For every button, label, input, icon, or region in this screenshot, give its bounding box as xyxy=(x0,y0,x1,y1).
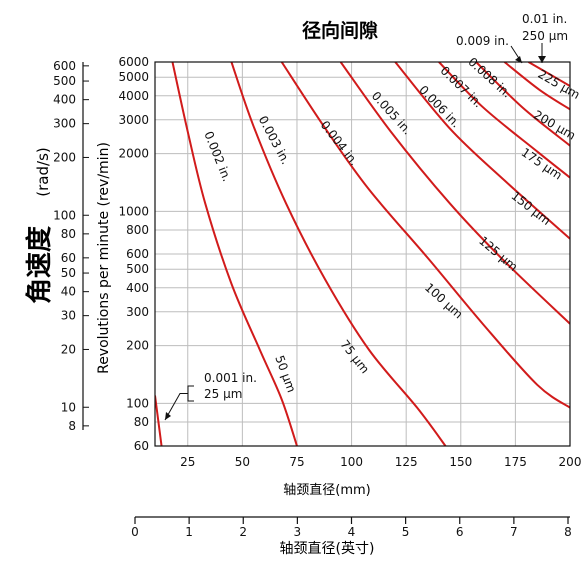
ann-001-um: 25 μm xyxy=(204,387,242,401)
clearance-curve-3 xyxy=(280,62,570,409)
curve-label-um-8: 225 μm xyxy=(535,67,582,102)
annotation-0009: 0.009 in. xyxy=(456,34,523,64)
y-rpm-tick-label: 1000 xyxy=(118,204,149,218)
ann-010-um: 250 μm xyxy=(522,29,568,43)
x-mm-tick-label: 100 xyxy=(340,455,363,469)
x-in-tick-label: 5 xyxy=(402,525,410,539)
clearance-curve-4 xyxy=(339,62,570,325)
y-rad-tick-label: 500 xyxy=(53,74,76,88)
x-mm-tick-label: 175 xyxy=(504,455,527,469)
x-mm-tick-label: 200 xyxy=(559,455,582,469)
curve-label-in-1: 0.002 in. xyxy=(201,129,234,183)
x-mm-tick-label: 150 xyxy=(449,455,472,469)
curve-label-um-6: 175 μm xyxy=(519,145,565,182)
y-rad-tick-label: 10 xyxy=(61,400,76,414)
x-in-tick-label: 4 xyxy=(348,525,356,539)
y-rad-tick-label: 200 xyxy=(53,150,76,164)
curve-label-um-7: 200 μm xyxy=(531,108,578,143)
clearance-curve-8 xyxy=(503,62,570,111)
x-mm-tick-label: 50 xyxy=(235,455,250,469)
x-in-tick-label: 7 xyxy=(510,525,518,539)
x-in-tick-label: 6 xyxy=(456,525,464,539)
y-rpm-tick-label: 200 xyxy=(126,339,149,353)
y-rpm-tick-label: 800 xyxy=(126,223,149,237)
x-in-tick-label: 1 xyxy=(185,525,193,539)
curve-label-in-3: 0.004 in. xyxy=(318,118,362,168)
curve-labels: 0.002 in.50 μm0.003 in.75 μm0.004 in.100… xyxy=(201,55,582,395)
y-rpm-tick-label: 300 xyxy=(126,305,149,319)
x-in-tick-label: 2 xyxy=(239,525,247,539)
y-rpm-tick-label: 2000 xyxy=(118,147,149,161)
x-mm-tick-label: 75 xyxy=(289,455,304,469)
curve-label-um-3: 100 μm xyxy=(422,280,466,321)
y-label-rpm: Revolutions per minute (rev/min) xyxy=(96,142,112,374)
y-label-rad-unit: (rad/s) xyxy=(34,147,52,196)
y-rad-tick-label: 30 xyxy=(61,309,76,323)
clearance-curves xyxy=(155,62,570,446)
y-rad-tick-label: 40 xyxy=(61,285,76,299)
clearance-curve-5 xyxy=(394,62,570,240)
y-rpm-tick-label: 4000 xyxy=(118,89,149,103)
ann-001-in: 0.001 in. xyxy=(204,371,257,385)
x-label-mm: 轴颈直径(mm) xyxy=(283,483,370,498)
clearance-curve-1 xyxy=(171,62,298,446)
plot-frame xyxy=(154,61,571,447)
y-rpm-tick-label: 500 xyxy=(126,262,149,276)
y-rad-tick-label: 50 xyxy=(61,266,76,280)
y-rad-tick-label: 80 xyxy=(61,227,76,241)
x-label-in: 轴颈直径(英寸) xyxy=(280,540,375,557)
y-rpm-tick-label: 600 xyxy=(126,247,149,261)
y-rpm-tick-label: 60 xyxy=(134,439,149,453)
y-rpm-tick-label: 80 xyxy=(134,415,149,429)
y-rad-tick-label: 60 xyxy=(61,251,76,265)
y-label-rad: 角速度 xyxy=(24,226,55,304)
y-rad-tick-label: 300 xyxy=(53,117,76,131)
y-rad-tick-label: 8 xyxy=(68,419,76,433)
clearance-curve-7 xyxy=(475,62,570,147)
curve-label-in-2: 0.003 in. xyxy=(256,113,293,166)
clearance-curve-2 xyxy=(230,62,447,446)
clearance-curve-9 xyxy=(527,62,570,87)
y-rad-tick-label: 100 xyxy=(53,208,76,222)
x-in-tick-label: 8 xyxy=(564,525,572,539)
curve-label-um-2: 75 μm xyxy=(337,337,372,376)
clearance-curve-6 xyxy=(438,62,570,179)
ann-010-in: 0.01 in. xyxy=(522,12,567,26)
y-rpm-tick-label: 3000 xyxy=(118,113,149,127)
y-rpm-tick-label: 5000 xyxy=(118,70,149,84)
x-in-tick-label: 0 xyxy=(131,525,139,539)
chart-title: 径向间隙 xyxy=(302,19,378,42)
x-mm-tick-label: 125 xyxy=(395,455,418,469)
annotation-0010: 0.01 in. 250 μm xyxy=(522,12,568,63)
y-rpm-tick-label: 400 xyxy=(126,281,149,295)
y-rpm-tick-label: 6000 xyxy=(118,55,149,69)
y-rpm-tick-label: 100 xyxy=(126,396,149,410)
annotation-0001: 0.001 in. 25 μm xyxy=(164,371,257,421)
y-rad-tick-label: 600 xyxy=(53,59,76,73)
y-rad-tick-label: 20 xyxy=(61,342,76,356)
ann-009-in: 0.009 in. xyxy=(456,34,509,48)
y-rad-tick-label: 400 xyxy=(53,93,76,107)
x-mm-tick-label: 25 xyxy=(180,455,195,469)
tick-labels: 25 50 75 100 125 150 175 2006080100200300400500… xyxy=(53,55,581,539)
x-in-tick-label: 3 xyxy=(294,525,302,539)
